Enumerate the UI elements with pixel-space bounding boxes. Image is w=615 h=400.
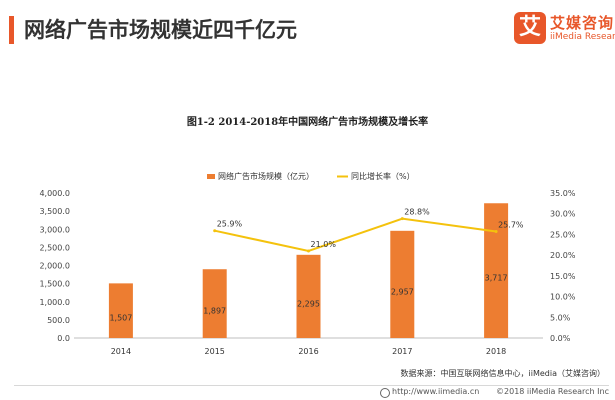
chart-title: 图1-2 2014-2018年中国网络广告市场规模及增长率	[186, 117, 429, 128]
y-right-tick-label: 35.0%	[550, 189, 576, 198]
globe-icon	[380, 388, 390, 398]
bar-2015	[202, 269, 227, 338]
bar-2014	[108, 283, 133, 338]
footer-copyright: ©2018 iiMedia Research Inc	[496, 387, 609, 396]
x-tick-label: 2016	[298, 347, 318, 356]
brand-logo: 艾 艾媒咨询 iiMedia Research	[514, 12, 615, 48]
growth-point-2016	[307, 249, 310, 253]
growth-value-label: 25.7%	[498, 221, 524, 230]
footer-divider	[14, 385, 609, 386]
bar-2016	[296, 254, 321, 338]
header: 网络广告市场规模近四千亿元 艾 艾媒咨询 iiMedia Research	[0, 0, 615, 58]
y-right-tick-label: 15.0%	[550, 272, 576, 281]
y-left-tick-label: 1,000.0	[39, 298, 70, 307]
x-tick-label: 2014	[111, 347, 131, 356]
x-tick-label: 2018	[486, 347, 506, 356]
bar-2018	[484, 203, 509, 338]
footer: http://www.iimedia.cn ©2018 iiMedia Rese…	[0, 387, 615, 400]
y-left-tick-label: 500.0	[47, 316, 70, 325]
bar-2017	[390, 230, 415, 338]
y-left-tick-label: 2,500.0	[39, 243, 70, 252]
y-left-tick-label: 1,500.0	[39, 280, 70, 289]
growth-value-label: 28.8%	[404, 208, 430, 217]
bar-value-label: 1,507	[109, 314, 132, 323]
bar-value-label: 1,897	[203, 307, 226, 316]
bar-value-label: 2,295	[297, 299, 320, 308]
y-right-tick-label: 20.0%	[550, 251, 576, 260]
source-note: 数据来源：中国互联网络信息中心，iiMedia（艾媒咨询）	[400, 369, 605, 378]
y-right-tick-label: 10.0%	[550, 293, 576, 302]
logo-mark-icon: 艾	[514, 12, 546, 44]
growth-point-2017	[400, 217, 404, 221]
legend-bar-swatch	[207, 174, 215, 179]
y-left-tick-label: 3,000.0	[39, 225, 70, 234]
growth-point-2018	[494, 230, 498, 234]
logo-text-en: iiMedia Research	[550, 32, 615, 42]
y-right-tick-label: 30.0%	[550, 210, 576, 219]
bar-value-label: 3,717	[485, 274, 508, 283]
growth-point-2015	[213, 229, 217, 233]
growth-value-label: 21.0%	[311, 240, 337, 249]
x-tick-label: 2015	[205, 347, 225, 356]
growth-line	[214, 217, 497, 253]
legend-bar-label: 网络广告市场规模（亿元）	[218, 171, 314, 181]
footer-url[interactable]: http://www.iimedia.cn	[392, 387, 480, 396]
y-left-tick-label: 2,000.0	[39, 262, 70, 271]
x-tick-label: 2017	[392, 347, 412, 356]
y-left-tick-label: 4,000.0	[39, 189, 70, 198]
legend-line-label: 同比增长率（%）	[351, 171, 415, 181]
y-left-tick-label: 3,500.0	[39, 207, 70, 216]
page-title: 网络广告市场规模近四千亿元	[24, 18, 297, 42]
y-right-tick-label: 5.0%	[550, 313, 571, 322]
title-accent-bar	[9, 16, 14, 44]
y-right-tick-label: 25.0%	[550, 230, 576, 239]
y-left-tick-label: 0.0	[57, 334, 70, 343]
bar-value-label: 2,957	[391, 287, 414, 296]
y-right-tick-label: 0.0%	[550, 334, 571, 343]
logo-text-cn: 艾媒咨询	[550, 14, 615, 32]
growth-value-label: 25.9%	[217, 220, 243, 229]
